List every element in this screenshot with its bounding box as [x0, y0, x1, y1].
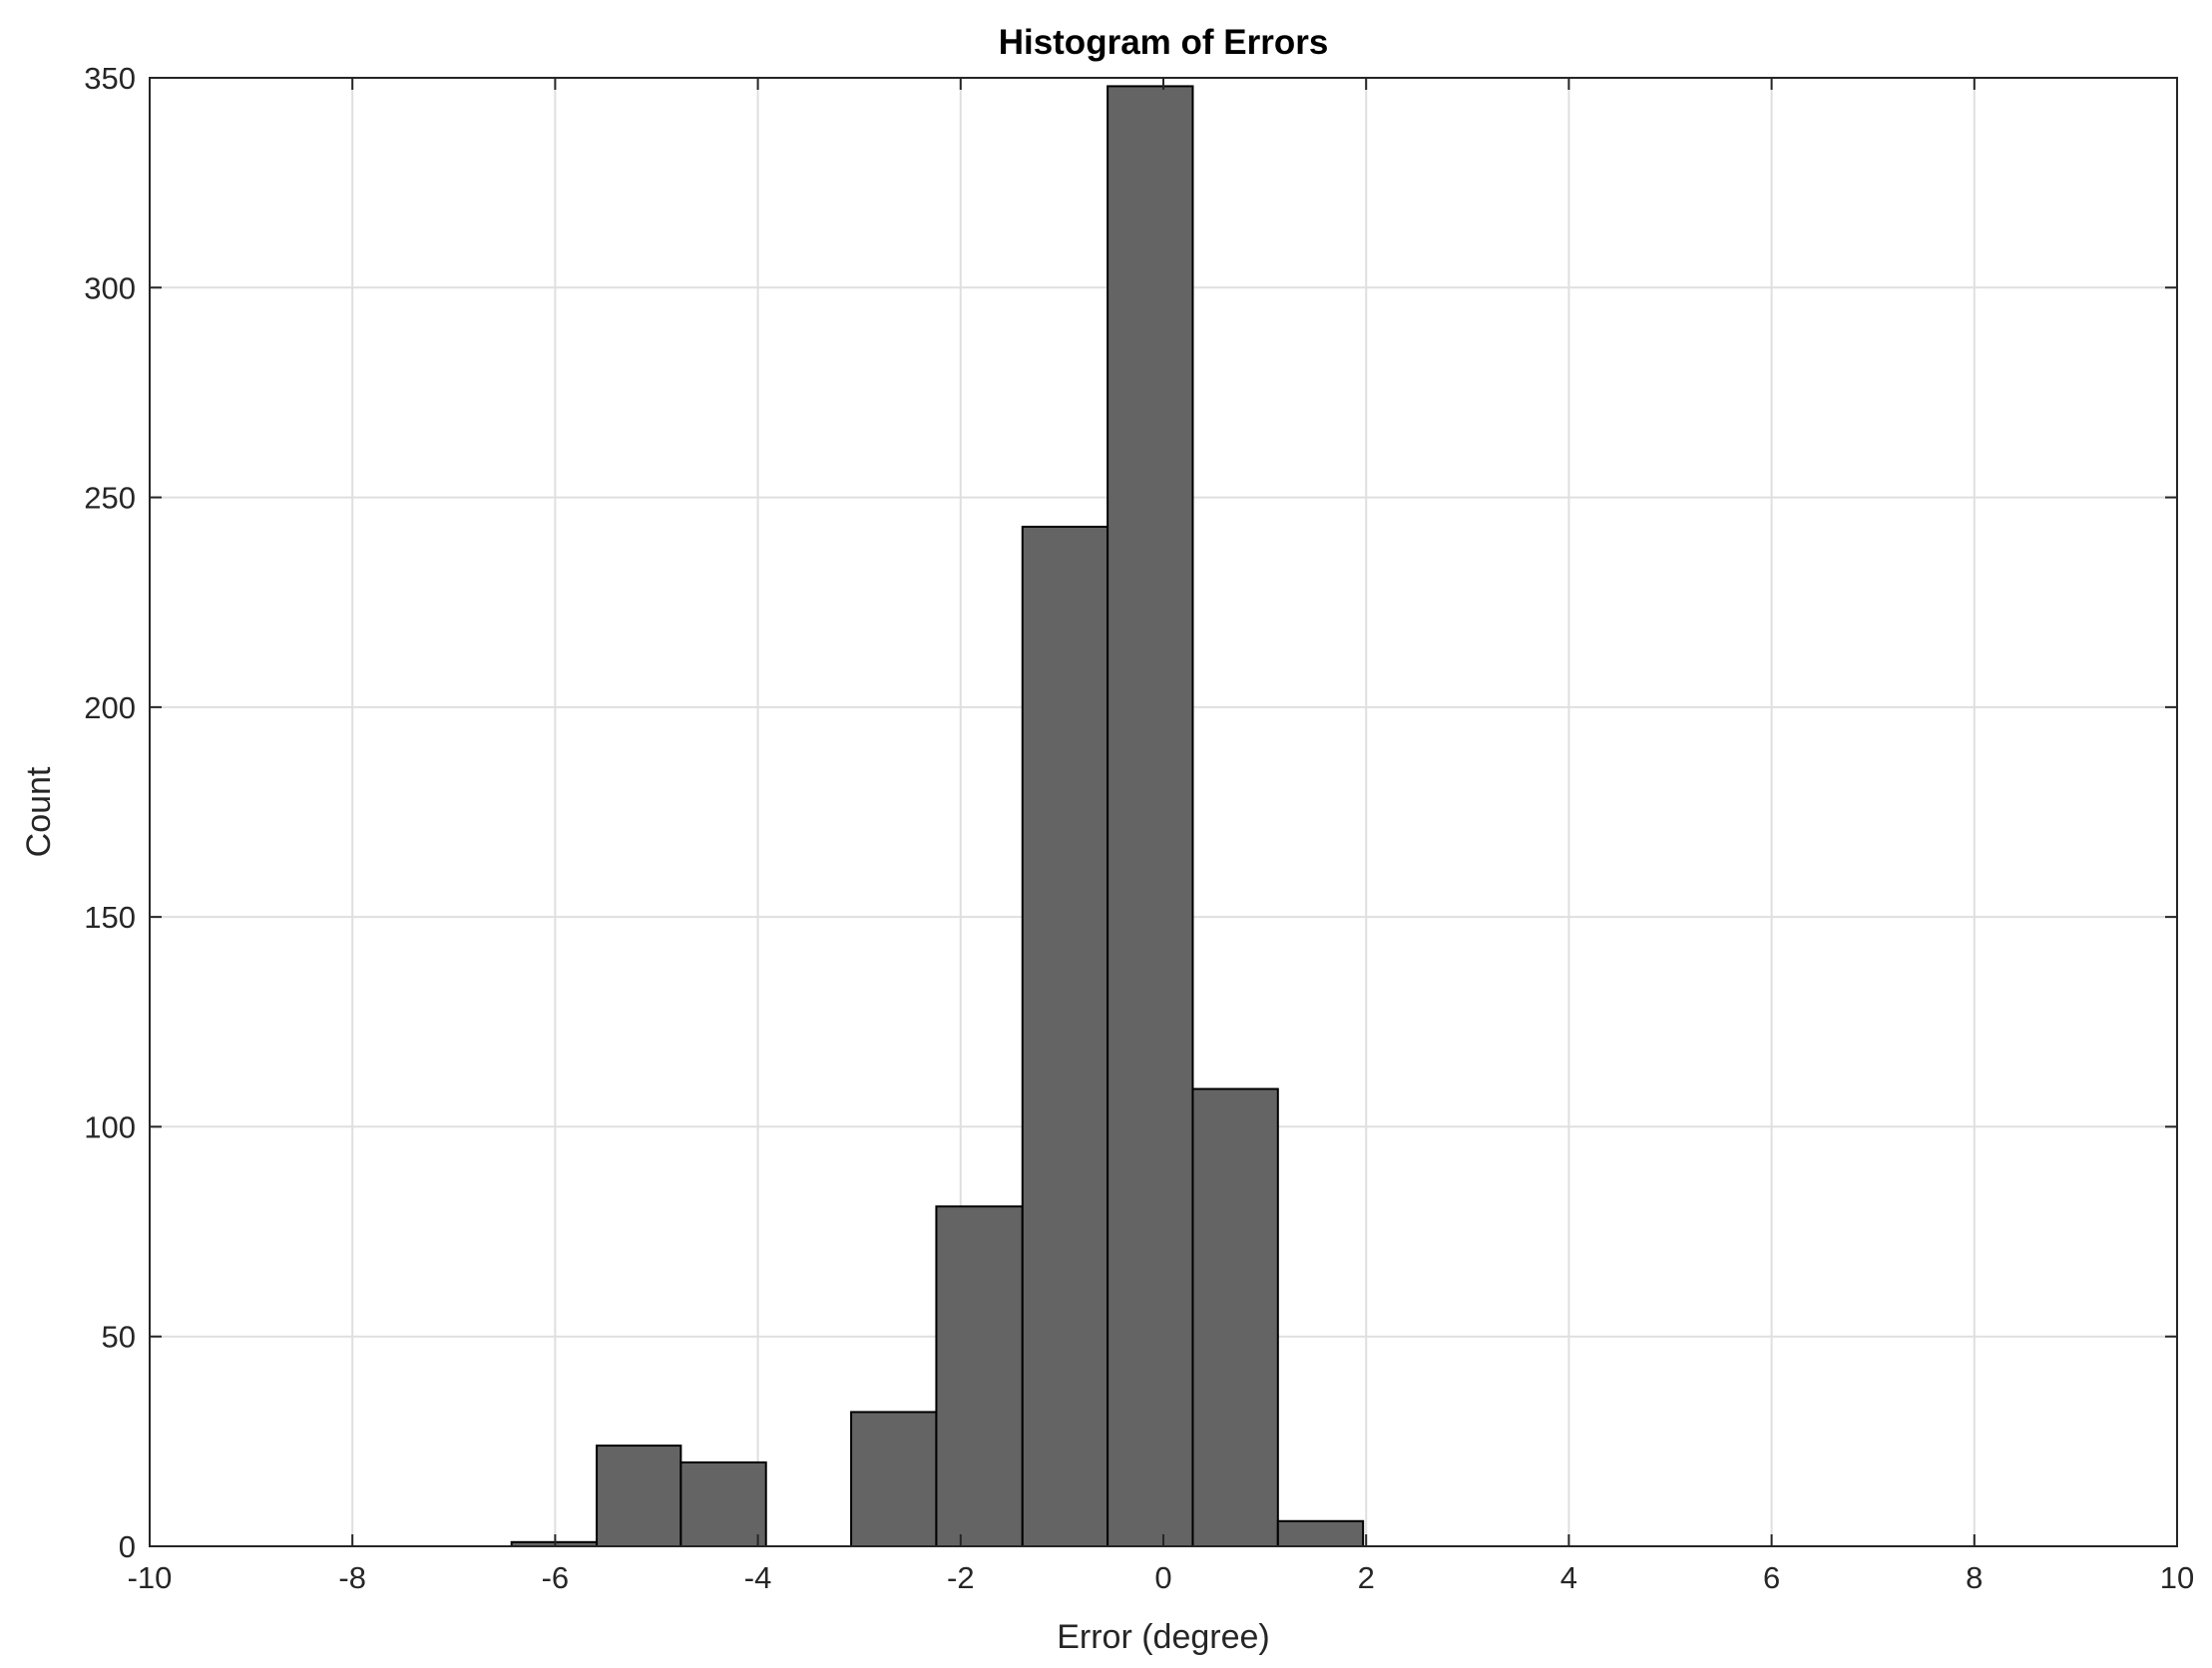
x-tick-labels: -10 -8 -6 -4 -2 0 2 4 6 8 10	[128, 1560, 2195, 1595]
histogram-bar	[1276, 1519, 1365, 1548]
y-tick-label: 50	[102, 1320, 136, 1355]
y-axis-label: Count	[20, 766, 58, 857]
chart-title: Histogram of Errors	[999, 23, 1329, 62]
histogram-bar	[1106, 85, 1194, 1548]
y-tick-label: 300	[84, 270, 136, 305]
y-tick-label: 100	[84, 1109, 136, 1144]
x-tick-label: -10	[128, 1560, 173, 1595]
x-tick-label: 10	[2160, 1560, 2194, 1595]
histogram-bar	[850, 1411, 938, 1547]
x-tick-label: 0	[1154, 1560, 1171, 1595]
x-tick-label: 6	[1763, 1560, 1780, 1595]
x-tick-label: -8	[338, 1560, 366, 1595]
x-tick-label: -2	[947, 1560, 975, 1595]
histogram-bar	[1021, 526, 1109, 1547]
x-tick-label: -6	[542, 1560, 570, 1595]
y-tick-label: 200	[84, 690, 136, 725]
y-tick-labels: 0 50 100 150 200 250 300 350	[84, 61, 136, 1564]
x-axis-label: Error (degree)	[1057, 1618, 1270, 1656]
y-tick-label: 350	[84, 61, 136, 96]
histogram-bar	[596, 1445, 682, 1548]
y-tick-label: 150	[84, 900, 136, 935]
x-tick-label: -4	[744, 1560, 772, 1595]
y-tick-label: 250	[84, 481, 136, 516]
histogram-bars	[510, 85, 1365, 1548]
x-tick-label: 8	[1966, 1560, 1983, 1595]
axis-ticks	[149, 77, 2178, 1547]
x-tick-label: 4	[1560, 1560, 1577, 1595]
y-tick-label: 0	[119, 1529, 136, 1564]
histogram-bar	[1191, 1087, 1279, 1547]
histogram-bar	[679, 1460, 767, 1548]
x-tick-label: 2	[1358, 1560, 1375, 1595]
histogram-bar	[935, 1205, 1024, 1548]
